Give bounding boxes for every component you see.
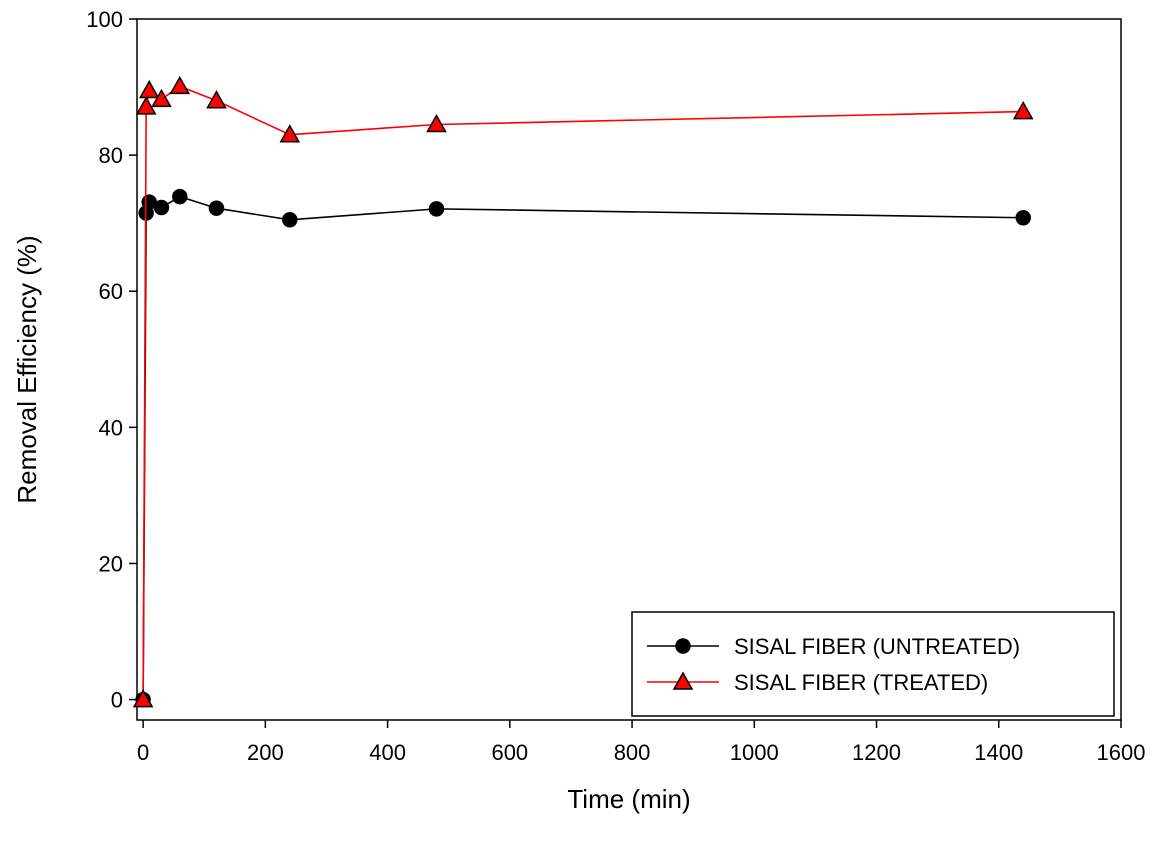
series-line	[142, 85, 1024, 700]
legend-label: SISAL FIBER (TREATED)	[734, 670, 988, 695]
legend-label: SISAL FIBER (UNTREATED)	[734, 634, 1020, 659]
axis-layer: 0 200 400 600 800 1000 1200 1400 1600 0 20 40 60 80 10…	[86, 7, 1145, 765]
x-tick-label: 400	[369, 740, 406, 765]
x-tick-label: 200	[247, 740, 284, 765]
data-point	[426, 113, 447, 133]
data-point	[172, 188, 188, 205]
data-point	[1015, 209, 1031, 226]
data-point	[151, 88, 172, 108]
data-point	[428, 201, 445, 217]
data-point	[206, 90, 227, 109]
y-tick-label: 100	[86, 7, 123, 32]
y-tick-label: 80	[99, 143, 123, 168]
data-point	[208, 200, 225, 216]
x-tick-label: 1000	[730, 740, 779, 765]
data-point	[135, 96, 157, 115]
x-tick-label: 800	[614, 740, 651, 765]
y-tick-label: 20	[99, 551, 123, 576]
data-point	[282, 212, 298, 228]
legend-item: SISAL FIBER (UNTREATED)	[647, 634, 1020, 659]
series-layer	[132, 75, 1034, 708]
x-tick-label: 1600	[1097, 740, 1146, 765]
data-point	[169, 75, 191, 95]
y-axis-title: Removal Efficiency (%)	[12, 235, 42, 503]
legend-box	[631, 611, 1115, 717]
x-axis-title: Time (min)	[567, 784, 690, 814]
plot-frame	[136, 18, 1122, 721]
y-tick-label: 0	[111, 688, 123, 713]
data-point	[1012, 101, 1034, 120]
data-point	[138, 79, 160, 99]
y-tick-label: 40	[99, 415, 123, 440]
x-tick-label: 0	[137, 740, 149, 765]
data-point	[675, 638, 691, 654]
legend-item: SISAL FIBER (TREATED)	[647, 670, 988, 695]
legend: SISAL FIBER (UNTREATED) SISAL FIBER (TREA…	[631, 611, 1115, 717]
data-point	[279, 124, 301, 143]
data-point	[672, 671, 694, 690]
x-tick-label: 600	[491, 740, 528, 765]
data-point	[132, 689, 154, 708]
data-point	[153, 199, 170, 216]
x-tick-label: 1200	[852, 740, 901, 765]
y-tick-label: 60	[99, 279, 123, 304]
x-tick-label: 1400	[974, 740, 1023, 765]
series-2	[132, 75, 1034, 708]
